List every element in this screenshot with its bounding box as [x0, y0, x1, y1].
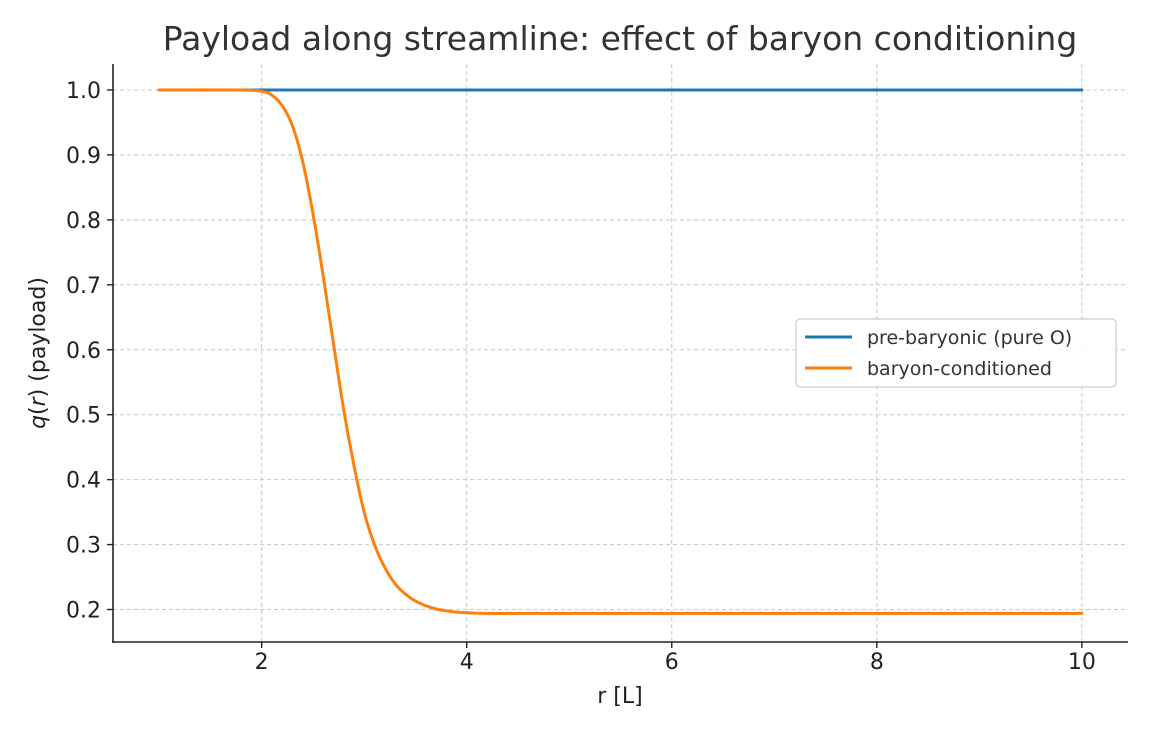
- axes-layer: [112, 64, 1128, 643]
- legend: pre-baryonic (pure O) baryon-conditioned: [795, 318, 1117, 388]
- x-tick-label: 10: [1068, 650, 1096, 675]
- ticks-layer: 2 4 6 8 10 0.2 0.3 0.4 0.5 0.6 0.7 0.8 0.9 1.0: [66, 79, 1096, 675]
- y-tick-label: 0.2: [66, 599, 101, 624]
- y-axis-label-close-paren: ): [26, 389, 51, 398]
- y-axis-label-r: r: [26, 395, 51, 406]
- y-tick-label: 0.5: [66, 404, 101, 429]
- x-axis-label: r [L]: [597, 684, 642, 709]
- y-axis-label-open-paren: (: [26, 406, 51, 415]
- x-tick-label: 4: [460, 650, 474, 675]
- y-axis-label-q: q: [26, 415, 51, 429]
- legend-label-baryon-conditioned: baryon-conditioned: [867, 358, 1052, 380]
- series-layer: [157, 88, 1084, 615]
- legend-label-pre-baryonic: pre-baryonic (pure O): [867, 327, 1072, 349]
- y-tick-label: 0.6: [66, 339, 101, 364]
- x-tick-label: 6: [665, 650, 679, 675]
- y-tick-label: 0.7: [66, 274, 101, 299]
- series-line-baryon-conditioned: [157, 88, 1084, 615]
- y-axis-label-suffix: (payload): [26, 277, 51, 389]
- y-tick-label: 1.0: [66, 79, 101, 104]
- legend-box: [795, 318, 1117, 388]
- y-tick-label: 0.4: [66, 469, 101, 494]
- y-axis-label: q(r) (payload): [26, 277, 51, 429]
- y-tick-label: 0.9: [66, 144, 101, 169]
- x-tick-label: 2: [255, 650, 269, 675]
- y-tick-label: 0.8: [66, 209, 101, 234]
- x-tick-label: 8: [870, 650, 884, 675]
- y-tick-label: 0.3: [66, 534, 101, 559]
- chart-title: Payload along streamline: effect of bary…: [163, 19, 1078, 58]
